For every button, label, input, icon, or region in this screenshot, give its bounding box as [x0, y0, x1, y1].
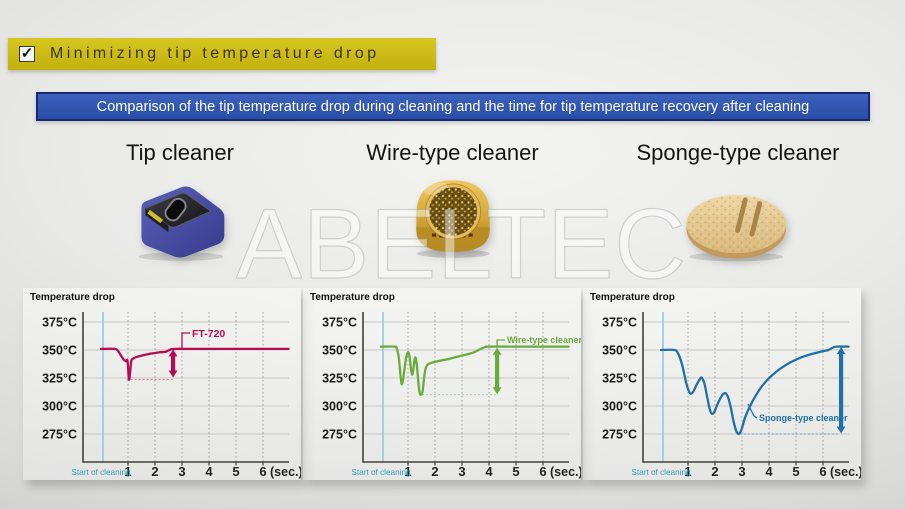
column-sponge-type-cleaner: Sponge-type cleaner [610, 140, 866, 264]
wire-type-cleaner-image-wrap [330, 174, 575, 260]
checkbox-icon: ✓ [19, 45, 35, 62]
sponge-texture [686, 195, 787, 254]
y-tick-label: 275°C [322, 428, 357, 442]
brand-strip [147, 209, 164, 224]
x-tick-label: 4 [205, 464, 213, 479]
column-wire-type-cleaner: Wire-type cleaner [330, 140, 575, 260]
x-tick-label: 5 [232, 464, 239, 479]
y-tick-label: 325°C [602, 372, 637, 386]
x-tick-label: 3 [458, 464, 465, 479]
series-label: FT-720 [192, 328, 225, 340]
cleaner-shadow [415, 249, 490, 258]
cleaner-base-band [415, 227, 490, 252]
y-tick-label: 300°C [602, 400, 637, 414]
y-tick-label: 375°C [42, 316, 77, 330]
sponge-type-cleaner-chart: 375°C 350°C 325°C 300°C 275°C 1 2 3 4 5 6 (sec.) Sta… [590, 292, 861, 479]
chart-title: Temperature drop [310, 292, 395, 303]
sponge-type-cleaner-image-wrap [610, 187, 866, 264]
chart-card-sponge-type-cleaner: 375°C 350°C 325°C 300°C 275°C 1 2 3 4 5 6 (sec.) Sta… [583, 288, 861, 480]
x-axis-unit: (sec.) [550, 465, 581, 479]
column-title-tip-cleaner: Tip cleaner [125, 140, 234, 165]
opening-rim [424, 183, 481, 240]
tip-cleaner-chart: 375°C 350°C 325°C 300°C 275°C 1 2 3 4 5 6 (sec.) Sta… [30, 292, 301, 479]
temperature-drop-arrow [168, 349, 178, 378]
x-tick-label: 2 [431, 464, 438, 479]
series-label: Sponge-type cleaner [759, 413, 848, 423]
chart-card-tip-cleaner: 375°C 350°C 325°C 300°C 275°C 1 2 3 4 5 6 (sec.) Sta… [23, 288, 301, 480]
tip-cleaner-image-wrap [60, 171, 300, 263]
sponge-slit-left [735, 197, 748, 233]
series-label-connector [181, 332, 190, 350]
x-tick-label: 6 [539, 464, 546, 479]
wire-type-cleaner-image [415, 180, 490, 258]
x-tick-label: 2 [151, 464, 158, 479]
x-tick-label: 1 [684, 464, 691, 479]
y-tick-label: 375°C [602, 316, 637, 330]
x-axis-unit: (sec.) [830, 465, 861, 479]
axes [362, 312, 569, 463]
y-tick-label: 325°C [322, 372, 357, 386]
highlight [423, 182, 447, 195]
wire-opening [425, 184, 480, 239]
x-tick-label: 5 [512, 464, 519, 479]
column-title-sponge-type-cleaner: Sponge-type cleaner [636, 140, 840, 165]
start-of-cleaning-label: Start of cleaning [351, 468, 411, 477]
x-tick-label: 4 [485, 464, 493, 479]
y-tick-label: 350°C [322, 344, 357, 358]
start-of-cleaning-label: Start of cleaning [71, 468, 131, 477]
column-tip-cleaner: Tip cleaner [60, 140, 300, 263]
series-label: Wire-type cleaner [507, 335, 581, 345]
chart-card-wire-type-cleaner: 375°C 350°C 325°C 300°C 275°C 1 2 3 4 5 6 (sec.) Sta… [303, 288, 581, 480]
y-tick-label: 300°C [322, 400, 357, 414]
series-label-connector [496, 339, 505, 347]
x-tick-label: 3 [178, 464, 185, 479]
x-tick-label: 4 [765, 464, 773, 479]
x-axis-unit: (sec.) [270, 465, 301, 479]
y-tick-label: 325°C [42, 372, 77, 386]
axes [82, 312, 289, 463]
page-title: Minimizing tip temperature drop [50, 45, 380, 62]
y-tick-label: 350°C [42, 344, 77, 358]
start-of-cleaning-label: Start of cleaning [631, 468, 691, 477]
axes [642, 312, 849, 463]
tip-cleaner-image [138, 186, 225, 261]
x-tick-label: 1 [124, 464, 131, 479]
column-title-wire-type-cleaner: Wire-type cleaner [366, 140, 539, 165]
y-tick-label: 275°C [42, 428, 77, 442]
y-tick-label: 275°C [602, 428, 637, 442]
title-banner: ✓ Minimizing tip temperature drop [8, 38, 436, 70]
x-tick-label: 1 [404, 464, 411, 479]
x-tick-label: 3 [738, 464, 745, 479]
station-slot [164, 197, 187, 222]
temperature-curve [379, 345, 570, 397]
temperature-curve [659, 345, 850, 436]
sponge-type-cleaner-image [686, 195, 787, 262]
y-tick-label: 300°C [42, 400, 77, 414]
temperature-drop-arrow [492, 347, 502, 395]
temperature-drop-arrow [836, 347, 846, 434]
chart-title: Temperature drop [30, 292, 115, 303]
subtitle-banner: Comparison of the tip temperature drop d… [36, 92, 870, 121]
y-tick-label: 375°C [322, 316, 357, 330]
x-tick-label: 6 [819, 464, 826, 479]
x-tick-label: 2 [711, 464, 718, 479]
y-tick-label: 350°C [602, 344, 637, 358]
wire-type-cleaner-chart: 375°C 350°C 325°C 300°C 275°C 1 2 3 4 5 6 (sec.) Sta… [310, 292, 581, 479]
x-tick-label: 5 [792, 464, 799, 479]
temperature-curve [99, 347, 290, 381]
x-tick-label: 6 [259, 464, 266, 479]
chart-title: Temperature drop [590, 292, 675, 303]
series-label-connector [747, 403, 758, 419]
sponge-slit-right [749, 201, 763, 237]
